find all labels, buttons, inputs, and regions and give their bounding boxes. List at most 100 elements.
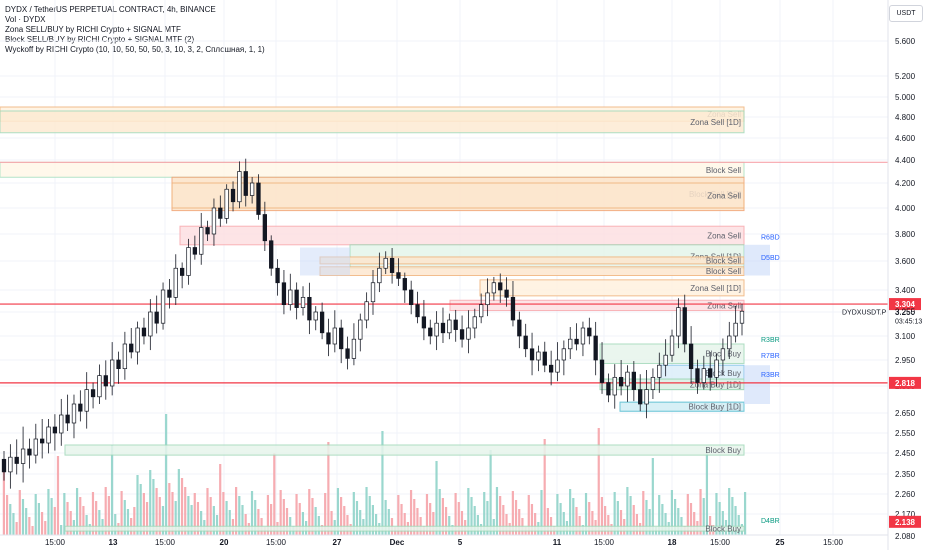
volume-bar [311, 498, 314, 535]
candle-body [307, 296, 312, 321]
candle-body [542, 351, 547, 366]
volume-bar [432, 512, 435, 535]
candle-body [351, 338, 357, 359]
time-tick-label: 15:00 [45, 538, 66, 547]
indicator-zona[interactable]: Zona SELL/BUY by RICHI Crypto + SIGNAL M… [5, 25, 181, 34]
price-tick-label: 4.200 [895, 179, 916, 188]
volume-bar [279, 490, 282, 535]
candle-body [612, 376, 617, 396]
volume-bar [460, 511, 464, 535]
volume-bar [60, 525, 63, 535]
volume-bar [187, 496, 190, 535]
zone-label: Block Sell [706, 256, 741, 265]
price-tick-label: 3.600 [895, 257, 916, 266]
volume-bar [53, 507, 56, 535]
volume-bar [546, 508, 549, 535]
candle-body [682, 307, 687, 345]
candle-body [281, 282, 287, 306]
time-tick-label: 15:00 [823, 538, 844, 547]
candle-body [587, 327, 592, 337]
volume-bar [578, 516, 581, 535]
price-tick-label: 2.550 [895, 429, 916, 438]
volume-bar [225, 501, 228, 535]
volume-bar [266, 495, 270, 535]
candle-body [631, 371, 636, 390]
horizontal-lines [0, 161, 888, 384]
candle-body [529, 348, 535, 361]
volume-bar [21, 499, 25, 535]
zone-label: Zona Sell [1D] [690, 284, 741, 293]
indicator-block[interactable]: Block SELL/BUY by RICHI Crypto + SIGNAL … [5, 35, 195, 44]
candle-body [485, 292, 490, 306]
time-tick-label: 25 [776, 538, 785, 547]
volume-bar [37, 503, 40, 535]
volume-bar [715, 493, 718, 535]
candle-body [319, 311, 325, 334]
volume-bar [149, 470, 152, 535]
currency-selector[interactable]: USDT [889, 5, 923, 22]
volume-bar [543, 439, 546, 535]
volume-bar [336, 488, 340, 535]
volume-bar [12, 513, 15, 535]
zone-box [171, 182, 745, 209]
candle-body [669, 335, 675, 356]
volume-bars [2, 414, 747, 535]
volume-bar [572, 498, 575, 535]
zone-box [449, 299, 745, 312]
price-axis[interactable]: 5.600 5.200 5.000 4.800 4.600 4.400 4.200 4.000… [887, 0, 916, 550]
signal-label: R6BD [761, 235, 780, 242]
candle-body [695, 368, 700, 383]
price-tick-label: 4.000 [895, 204, 916, 213]
time-tick-label: 15:00 [594, 538, 615, 547]
candle-body [110, 359, 115, 387]
candle-body [561, 348, 567, 361]
volume-bar [324, 493, 327, 535]
volume-bar [91, 492, 95, 535]
chart-title[interactable]: DYDX / TetherUS PERPETUAL CONTRACT, 4h, … [5, 5, 216, 14]
volume-bar [5, 495, 9, 535]
volume-bar [152, 479, 155, 535]
volume-bar [438, 489, 441, 535]
volume-bar [56, 456, 60, 535]
candle-body [199, 227, 204, 255]
candle-body [52, 426, 58, 434]
last-price-label: 3.255 [895, 307, 916, 316]
zone-label: Block Buy [1D] [689, 403, 741, 412]
candle-body [84, 389, 89, 412]
volume-bar [314, 507, 317, 535]
candle-body [663, 354, 668, 366]
candle-body [402, 278, 407, 291]
volume-bar [168, 483, 171, 535]
volume-bar [142, 493, 145, 535]
volume-bar [228, 510, 231, 535]
candle-body [421, 316, 427, 329]
candle-body [733, 322, 738, 337]
volume-bar [604, 506, 607, 535]
signal-box [744, 244, 770, 276]
time-axis[interactable]: 15:00 13 15:00 20 15:00 27 Dec 5 11 15:00 18 15:00 2… [0, 534, 888, 547]
candle-body [345, 348, 350, 359]
volume-bar [123, 500, 126, 535]
volume-bar [270, 504, 273, 535]
volume-bar [483, 492, 486, 535]
indicator-wyckoff[interactable]: Wyckoff by RICHI Crypto (10, 10, 50, 50,… [5, 45, 265, 54]
volume-bar [673, 499, 677, 535]
candle-body [205, 227, 210, 235]
candle-body [409, 289, 414, 306]
candle-body [396, 272, 401, 279]
candle-body [313, 311, 318, 321]
volume-bar [28, 517, 31, 535]
price-tick-label: 3.100 [895, 332, 916, 341]
volume-bar [381, 431, 384, 535]
price-label-text: 2.138 [895, 518, 916, 527]
candle-body [650, 376, 656, 390]
signal-label: R3BR [761, 337, 780, 344]
zone-label: Block Buy [705, 446, 741, 455]
volume-bar [126, 509, 130, 535]
indicator-volume[interactable]: Vol · DYDX [5, 15, 46, 24]
volume-bar [165, 414, 168, 535]
price-tick-label: 2.170 [895, 510, 916, 519]
signal-labels: R6BD D5BD R3BR R7BR R3BR D4BR [761, 235, 780, 525]
price-label-box [889, 376, 921, 389]
